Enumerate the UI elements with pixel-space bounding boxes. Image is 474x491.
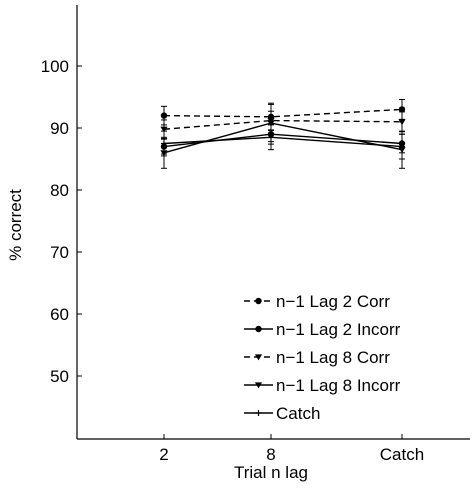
y-tick-label: 50 — [50, 367, 69, 386]
legend-label: n−1 Lag 8 Incorr — [276, 376, 401, 395]
series-4 — [160, 103, 406, 169]
legend-marker — [255, 297, 262, 305]
legend-marker — [255, 410, 262, 416]
legend-marker — [254, 354, 263, 361]
y-tick-label: 70 — [50, 243, 69, 262]
legend: n−1 Lag 2 Corr n−1 Lag 2 Incorr n−1 Lag 8 … — [244, 292, 401, 423]
data-point — [161, 140, 167, 147]
legend-entry: n−1 Lag 8 Incorr — [244, 376, 401, 395]
data-point — [398, 106, 406, 113]
data-point — [160, 126, 168, 133]
y-tick-label: 100 — [41, 57, 69, 76]
legend-entry: n−1 Lag 2 Corr — [244, 292, 390, 311]
legend-marker — [255, 325, 262, 333]
x-tick-label: Catch — [380, 445, 424, 464]
y-tick-label: 90 — [50, 119, 69, 138]
x-tick-label: 2 — [159, 445, 168, 464]
x-tick-label: 8 — [266, 445, 275, 464]
legend-label: n−1 Lag 2 Incorr — [276, 320, 401, 339]
legend-label: n−1 Lag 8 Corr — [276, 348, 390, 367]
legend-marker — [254, 382, 263, 389]
legend-label: n−1 Lag 2 Corr — [276, 292, 390, 311]
y-tick-label: 60 — [50, 305, 69, 324]
legend-entry: n−1 Lag 8 Corr — [244, 348, 390, 367]
y-axis-label: % correct — [6, 189, 25, 261]
data-point — [399, 143, 405, 150]
x-axis-label: Trial n lag — [234, 463, 308, 482]
data-point — [160, 112, 168, 119]
data-point — [267, 120, 275, 127]
series-2 — [160, 123, 406, 155]
legend-label: Catch — [276, 404, 320, 423]
axes: 50 60 70 80 90 100 2 8 Catch — [41, 5, 470, 464]
legend-entry: n−1 Lag 2 Incorr — [244, 320, 401, 339]
data-point — [398, 119, 406, 126]
legend-entry: Catch — [244, 404, 320, 423]
y-tick-label: 80 — [50, 181, 69, 200]
series-5 — [161, 124, 405, 160]
series-line — [163, 108, 403, 118]
data-point — [268, 134, 274, 141]
series-line — [163, 119, 403, 130]
plot-area — [160, 98, 406, 169]
